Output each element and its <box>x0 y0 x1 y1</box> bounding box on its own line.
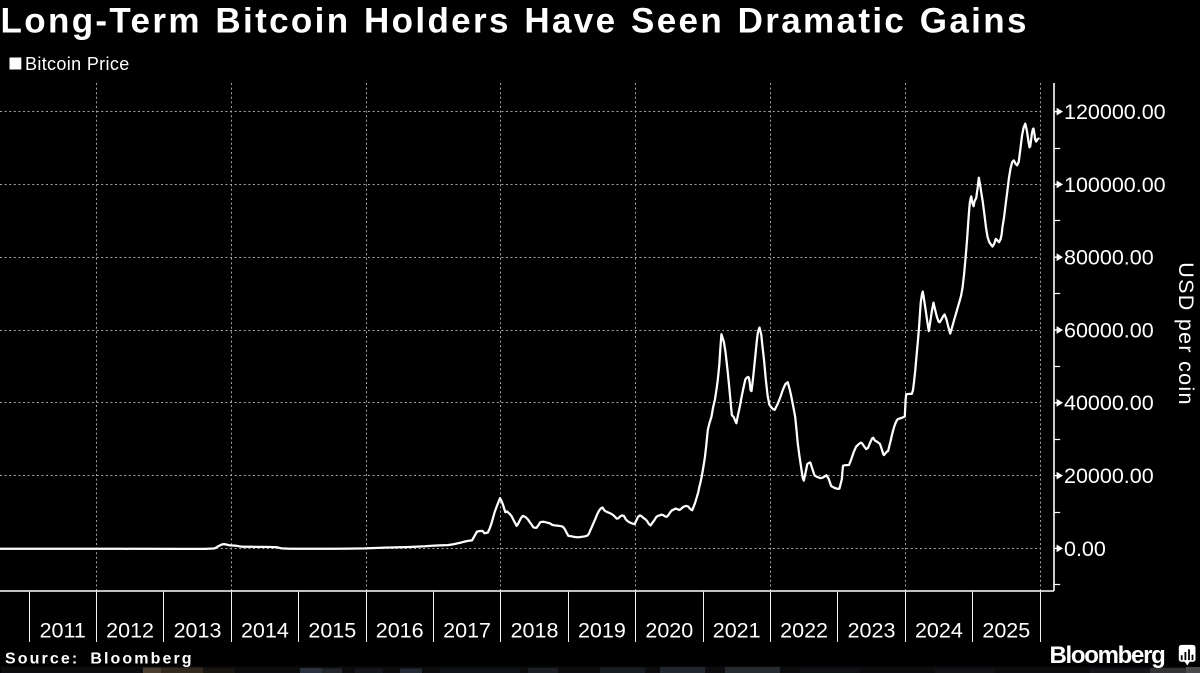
svg-text:2019: 2019 <box>578 619 626 643</box>
svg-text:2016: 2016 <box>376 619 424 643</box>
svg-text:2013: 2013 <box>174 619 222 643</box>
svg-text:2011: 2011 <box>40 619 86 643</box>
svg-text:120000.00: 120000.00 <box>1064 100 1166 124</box>
svg-text:2024: 2024 <box>915 619 963 643</box>
svg-text:Bitcoin Price: Bitcoin Price <box>25 54 130 74</box>
svg-text:20000.00: 20000.00 <box>1064 464 1154 488</box>
svg-text:2015: 2015 <box>308 619 356 643</box>
svg-text:2017: 2017 <box>443 619 491 643</box>
svg-text:2014: 2014 <box>241 619 289 643</box>
svg-text:100000.00: 100000.00 <box>1064 173 1166 197</box>
svg-text:40000.00: 40000.00 <box>1064 391 1154 415</box>
svg-text:2020: 2020 <box>645 619 693 643</box>
svg-text:2022: 2022 <box>780 619 828 643</box>
svg-text:2018: 2018 <box>511 619 559 643</box>
svg-text:Source: Bloomberg: Source: Bloomberg <box>5 650 194 667</box>
svg-text:2021: 2021 <box>713 619 761 643</box>
svg-text:60000.00: 60000.00 <box>1064 318 1154 342</box>
svg-text:2023: 2023 <box>848 619 896 643</box>
svg-text:2012: 2012 <box>106 619 154 643</box>
svg-text:2025: 2025 <box>982 619 1030 643</box>
svg-text:USD per coin: USD per coin <box>1174 262 1198 405</box>
svg-text:Bloomberg: Bloomberg <box>1050 642 1166 669</box>
svg-text:Long-Term Bitcoin Holders Have: Long-Term Bitcoin Holders Have Seen Dram… <box>1 2 1029 41</box>
svg-text:0.00: 0.00 <box>1064 537 1106 561</box>
svg-text:80000.00: 80000.00 <box>1064 246 1154 270</box>
